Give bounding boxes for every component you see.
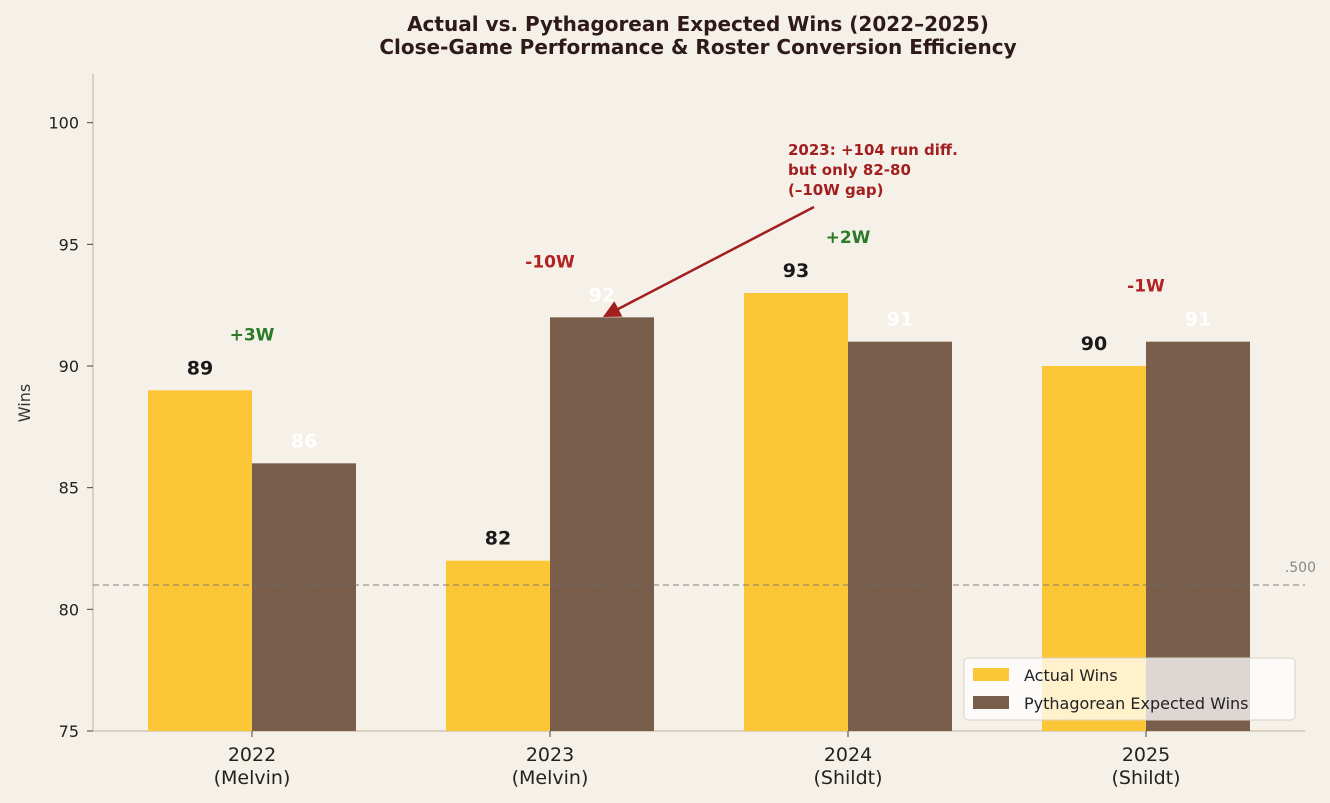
legend-label-actual: Actual Wins: [1024, 666, 1118, 685]
value-label-actual: 93: [783, 260, 809, 282]
x-tick-label-year: 2025: [1122, 744, 1170, 766]
value-label-actual: 90: [1081, 333, 1107, 355]
difference-label: +3W: [230, 325, 275, 345]
y-tick-label: 100: [48, 114, 79, 133]
annotation-text: 2023: +104 run diff.: [788, 141, 958, 159]
annotation-text: but only 82-80: [788, 161, 911, 179]
bar-actual: [148, 390, 252, 731]
annotation-text: (–10W gap): [788, 181, 883, 199]
difference-label: +2W: [826, 228, 871, 248]
x-tick-label-manager: (Melvin): [214, 767, 291, 789]
y-tick-label: 95: [59, 235, 79, 254]
x-tick-label-manager: (Melvin): [512, 767, 589, 789]
legend-box: [963, 657, 1296, 721]
x-tick-label-manager: (Shildt): [814, 767, 883, 789]
x-tick-label-year: 2024: [824, 744, 872, 766]
legend-swatch-pythagorean: [973, 696, 1009, 709]
reference-line-label: .500: [1285, 560, 1316, 576]
legend-swatch-actual: [973, 668, 1009, 681]
y-tick-label: 75: [59, 722, 79, 741]
value-label-pythagorean: 91: [1185, 309, 1211, 331]
y-tick-label: 90: [59, 357, 79, 376]
bar-actual: [744, 293, 848, 731]
bar-pythagorean: [550, 317, 654, 731]
bar-pythagorean: [252, 463, 356, 731]
bar-actual: [446, 560, 550, 731]
y-axis-label: Wins: [15, 384, 34, 422]
x-tick-label-year: 2022: [228, 744, 276, 766]
y-tick-label: 80: [59, 600, 79, 619]
value-label-pythagorean: 92: [589, 284, 615, 306]
value-label-actual: 89: [187, 357, 213, 379]
difference-label: -10W: [525, 252, 575, 272]
x-tick-label-year: 2023: [526, 744, 574, 766]
value-label-pythagorean: 91: [887, 309, 913, 331]
value-label-pythagorean: 86: [291, 430, 317, 452]
chart-title-line1: Actual vs. Pythagorean Expected Wins (20…: [407, 12, 989, 36]
legend-label-pythagorean: Pythagorean Expected Wins: [1024, 694, 1249, 713]
annotation-arrow: [602, 205, 815, 317]
y-tick-label: 85: [59, 479, 79, 498]
legend: Actual Wins Pythagorean Expected Wins: [963, 657, 1296, 721]
value-label-actual: 82: [485, 528, 511, 550]
difference-label: -1W: [1127, 277, 1165, 297]
chart-title-line2: Close-Game Performance & Roster Conversi…: [379, 35, 1016, 59]
bar-pythagorean: [848, 341, 952, 731]
x-tick-label-manager: (Shildt): [1112, 767, 1181, 789]
